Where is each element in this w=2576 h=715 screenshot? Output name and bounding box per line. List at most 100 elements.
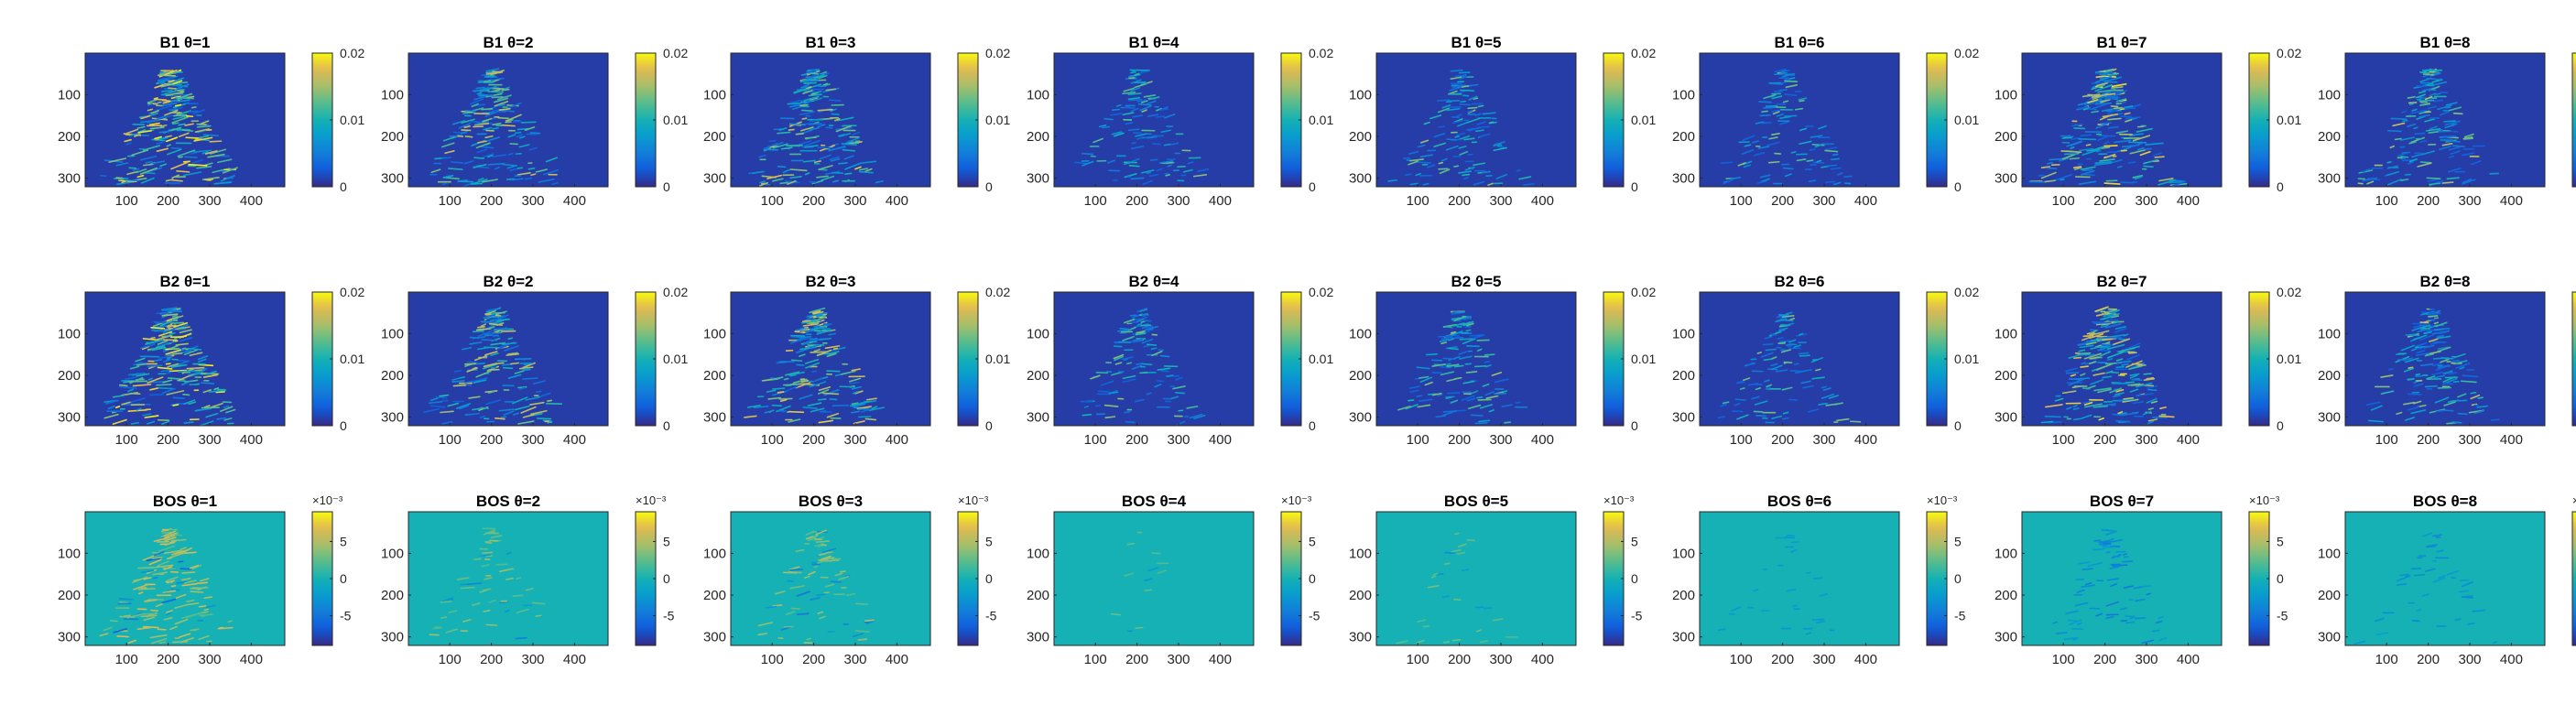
heatmap-streak xyxy=(1818,125,1827,130)
heatmap-streak xyxy=(1788,339,1797,343)
heatmap-streak xyxy=(1435,573,1444,576)
heatmap-streak xyxy=(480,320,496,324)
heatmap-streak xyxy=(503,410,515,416)
heatmap-streak xyxy=(2102,114,2119,118)
heatmap-streak xyxy=(864,619,875,623)
heatmap-streak xyxy=(1453,376,1462,380)
heatmap-streak xyxy=(158,330,173,337)
heatmap-streak xyxy=(2136,382,2153,388)
heatmap-streak xyxy=(205,370,217,375)
heatmap-streak xyxy=(2367,419,2384,423)
heatmap-streak xyxy=(1417,161,1432,164)
heatmap-streak xyxy=(2424,95,2433,101)
heatmap-streak xyxy=(1468,95,1478,101)
heatmap-streak xyxy=(504,86,510,90)
heatmap-streak xyxy=(167,536,173,540)
colorbar-tick-label: 0 xyxy=(985,179,993,194)
heatmap-streak xyxy=(1753,410,1764,413)
heatmap-streak xyxy=(1461,395,1475,401)
heatmap-streak xyxy=(1197,168,1210,172)
heatmap-streak xyxy=(808,537,815,542)
heatmap-streak xyxy=(2110,105,2119,108)
heatmap-streak xyxy=(2089,333,2104,340)
heatmap-streak xyxy=(2399,573,2410,577)
heatmap-streak xyxy=(863,400,873,403)
heatmap-streak xyxy=(2455,363,2471,369)
y-tick-label: 200 xyxy=(1994,368,2017,384)
y-tick-label: 300 xyxy=(703,630,726,645)
heatmap-streak xyxy=(522,362,536,369)
heatmap-streak xyxy=(1418,398,1433,402)
heatmap-streak xyxy=(126,170,139,176)
heatmap-streak xyxy=(452,385,467,387)
heatmap-streak xyxy=(167,363,179,368)
y-tick-label: 100 xyxy=(1349,546,1372,561)
heatmap-streak xyxy=(2081,336,2092,341)
heatmap-streak xyxy=(830,580,842,583)
heatmap-streak xyxy=(158,79,173,82)
heatmap-streak xyxy=(2054,174,2072,181)
heatmap-streak xyxy=(2424,352,2435,357)
heatmap-streak xyxy=(477,330,494,338)
x-tick-label: 100 xyxy=(1730,652,1753,667)
panel-title: BOS θ=8 xyxy=(2413,493,2477,510)
heatmap-streak xyxy=(2081,414,2092,419)
heatmap-streak xyxy=(473,379,487,384)
heatmap-streak xyxy=(455,403,472,409)
heatmap-streak xyxy=(2116,398,2136,402)
heatmap-streak xyxy=(1756,352,1762,354)
x-tick-label: 300 xyxy=(1490,193,1513,209)
heatmap-streak xyxy=(875,180,885,184)
heatmap-streak xyxy=(752,170,764,175)
heatmap-streak xyxy=(528,146,538,151)
panel-title: B1 θ=5 xyxy=(1451,34,1501,51)
heatmap-streak xyxy=(1843,175,1853,179)
heatmap-streak xyxy=(1396,640,1409,645)
heatmap-streak xyxy=(172,75,179,79)
heatmap-streak xyxy=(777,166,787,168)
colorbar-tick-label: 0.01 xyxy=(663,113,688,127)
heatmap-streak xyxy=(150,110,159,114)
x-tick-label: 100 xyxy=(1407,193,1429,209)
heatmap-streak xyxy=(475,142,491,149)
heatmap-streak xyxy=(2150,400,2158,404)
heatmap-streak xyxy=(1443,641,1451,644)
x-tick-label: 100 xyxy=(2375,193,2398,209)
heatmap-streak xyxy=(1122,335,1135,341)
heatmap-streak xyxy=(2156,620,2163,624)
heatmap-streak xyxy=(492,109,500,113)
heatmap-streak xyxy=(492,126,499,130)
y-tick-label: 300 xyxy=(58,630,81,645)
heatmap-streak xyxy=(2091,357,2098,361)
heatmap-streak xyxy=(1454,74,1466,77)
heatmap-streak xyxy=(2085,341,2097,346)
axes-frame xyxy=(2344,511,2546,646)
heatmap-streak xyxy=(851,368,861,372)
heatmap-streak xyxy=(2095,612,2103,617)
heatmap-streak xyxy=(777,131,791,135)
heatmap-streak xyxy=(824,559,840,562)
heatmap-streak xyxy=(130,397,146,403)
heatmap-background xyxy=(408,292,608,426)
heatmap-streak xyxy=(1111,131,1123,135)
heatmap-streak xyxy=(1761,110,1769,113)
heatmap-streak xyxy=(2089,96,2096,100)
heatmap-streak xyxy=(1409,158,1425,162)
x-tick-label: 400 xyxy=(563,432,586,448)
heatmap-streak xyxy=(458,123,472,129)
heatmap-streak xyxy=(2430,70,2440,75)
heatmap-streak xyxy=(810,72,830,78)
heatmap-streak xyxy=(173,321,189,328)
heatmap-streak xyxy=(838,575,850,580)
heatmap-streak xyxy=(2066,140,2082,147)
heatmap-streak xyxy=(1771,415,1783,419)
heatmap-streak xyxy=(2419,161,2432,164)
heatmap-streak xyxy=(1137,103,1153,106)
heatmap-streak xyxy=(2151,629,2160,633)
heatmap-streak xyxy=(156,114,174,121)
heatmap-streak xyxy=(203,608,210,612)
y-tick-label: 100 xyxy=(703,546,726,561)
heatmap-streak xyxy=(799,111,816,116)
heatmap-streak xyxy=(1438,125,1445,128)
